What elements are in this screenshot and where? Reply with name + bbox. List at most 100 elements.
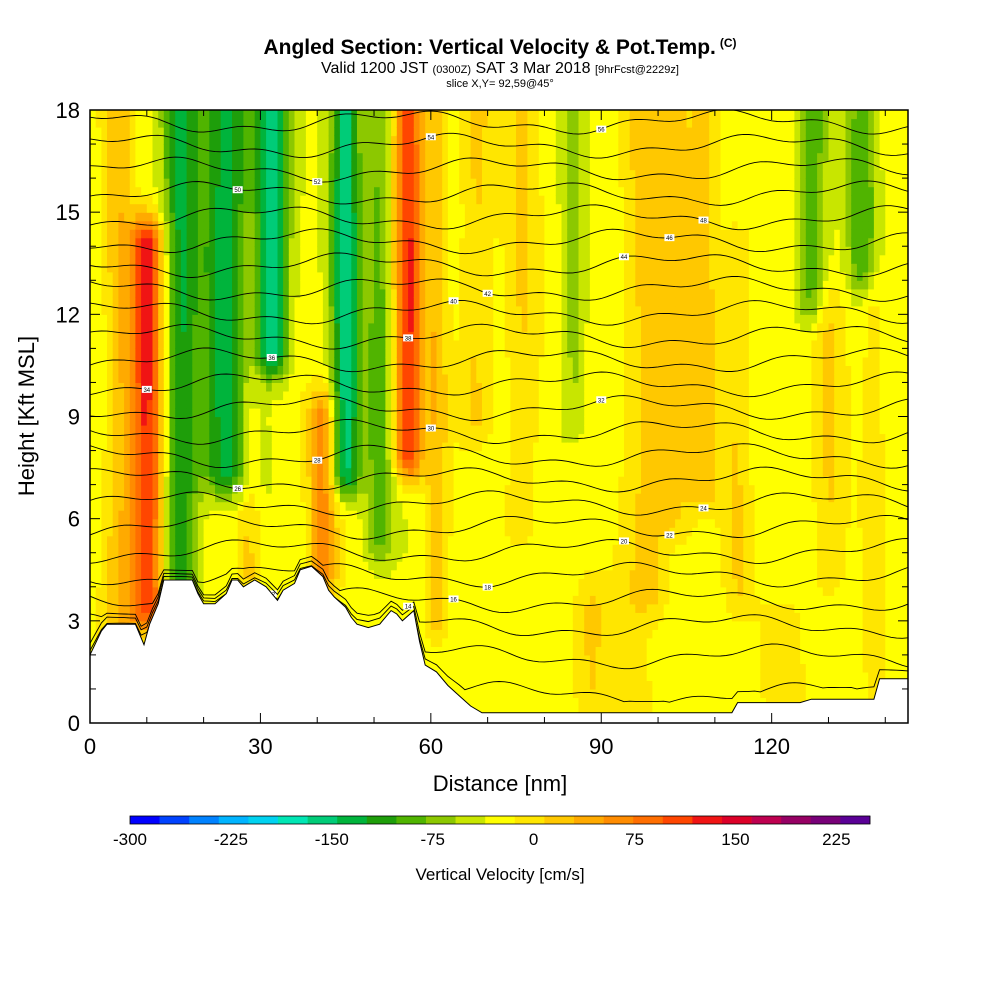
vv-cell [277,484,284,494]
vv-cell [152,467,159,477]
vv-cell [311,518,318,528]
vv-cell [226,161,233,171]
vv-cell [476,646,483,656]
vv-cell [464,459,472,469]
vv-cell [396,612,404,622]
vv-cell [294,331,301,341]
vv-cell [266,578,273,588]
vv-cell [425,535,432,545]
vv-cell [271,144,279,154]
vv-cell [243,399,250,409]
vv-cell [442,646,449,656]
vv-cell [266,408,273,418]
vv-cell [459,127,466,137]
vv-cell [470,569,477,579]
vv-cell [408,314,415,324]
vv-cell [146,535,154,545]
vv-cell [129,314,137,324]
vv-cell [209,144,216,154]
vv-cell [90,305,97,315]
vv-cell [152,322,159,332]
vv-cell [192,280,199,290]
vv-cell [459,229,466,239]
vv-cell [209,416,216,426]
vv-cell [141,561,148,571]
vv-cell [118,450,125,460]
vv-cell [152,578,159,588]
vv-cell [141,263,148,273]
vv-cell [175,331,182,341]
vv-cell [107,271,114,281]
vv-cell [215,339,222,349]
vv-cell [237,263,244,273]
vv-cell [141,399,148,409]
vv-cell [175,552,182,562]
vv-cell [209,254,216,264]
vv-cell [243,297,250,307]
vv-cell [254,263,261,273]
vv-cell [124,365,131,375]
vv-cell [152,459,159,469]
vv-cell [396,595,404,605]
vv-cell [271,186,279,196]
vv-cell [425,118,432,128]
vv-cell [271,365,279,375]
vv-cell [305,382,313,392]
vv-cell [118,399,125,409]
vv-cell [163,339,171,349]
vv-cell [112,195,119,205]
vv-cell [226,178,233,188]
vv-cell [447,399,455,409]
vv-cell [118,297,125,307]
vv-cell [175,186,182,196]
vv-cell [419,322,426,332]
vv-cell [379,476,386,486]
vv-cell [425,399,432,409]
vv-cell [425,459,432,469]
vv-cell [215,186,222,196]
vv-cell [237,416,244,426]
vv-cell [192,169,199,179]
vv-cell [135,501,142,511]
vv-cell [464,391,472,401]
vv-cell [464,501,472,511]
vv-cell [163,186,171,196]
vv-cell [453,629,460,639]
vv-cell [396,416,404,426]
vv-cell [271,254,279,264]
vv-cell [237,322,244,332]
vv-cell [152,237,159,247]
vv-cell [266,442,273,452]
vv-cell [220,331,227,341]
vv-cell [442,169,449,179]
vv-cell [288,152,296,162]
vv-cell [254,518,261,528]
vv-cell [396,484,404,494]
vv-cell [294,561,301,571]
vv-cell [107,331,114,341]
vv-cell [453,663,460,673]
vv-cell [95,348,102,358]
vv-cell [288,365,296,375]
vv-cell [300,144,307,154]
vv-cell [209,271,216,281]
vv-cell [220,195,227,205]
vv-cell [146,459,154,469]
vv-cell [300,127,307,137]
vv-cell [419,467,426,477]
vv-cell [482,688,489,698]
vv-cell [294,305,301,315]
vv-cell [334,305,341,315]
vv-cell [186,535,193,545]
vv-cell [243,484,250,494]
vv-cell [107,305,114,315]
vv-cell [425,450,432,460]
vv-cell [95,425,102,435]
vv-cell [442,118,449,128]
vv-cell [266,348,273,358]
vv-cell [288,186,296,196]
vv-cell [294,518,301,528]
vv-cell [283,322,290,332]
vv-cell [442,595,449,605]
vv-cell [464,518,472,528]
